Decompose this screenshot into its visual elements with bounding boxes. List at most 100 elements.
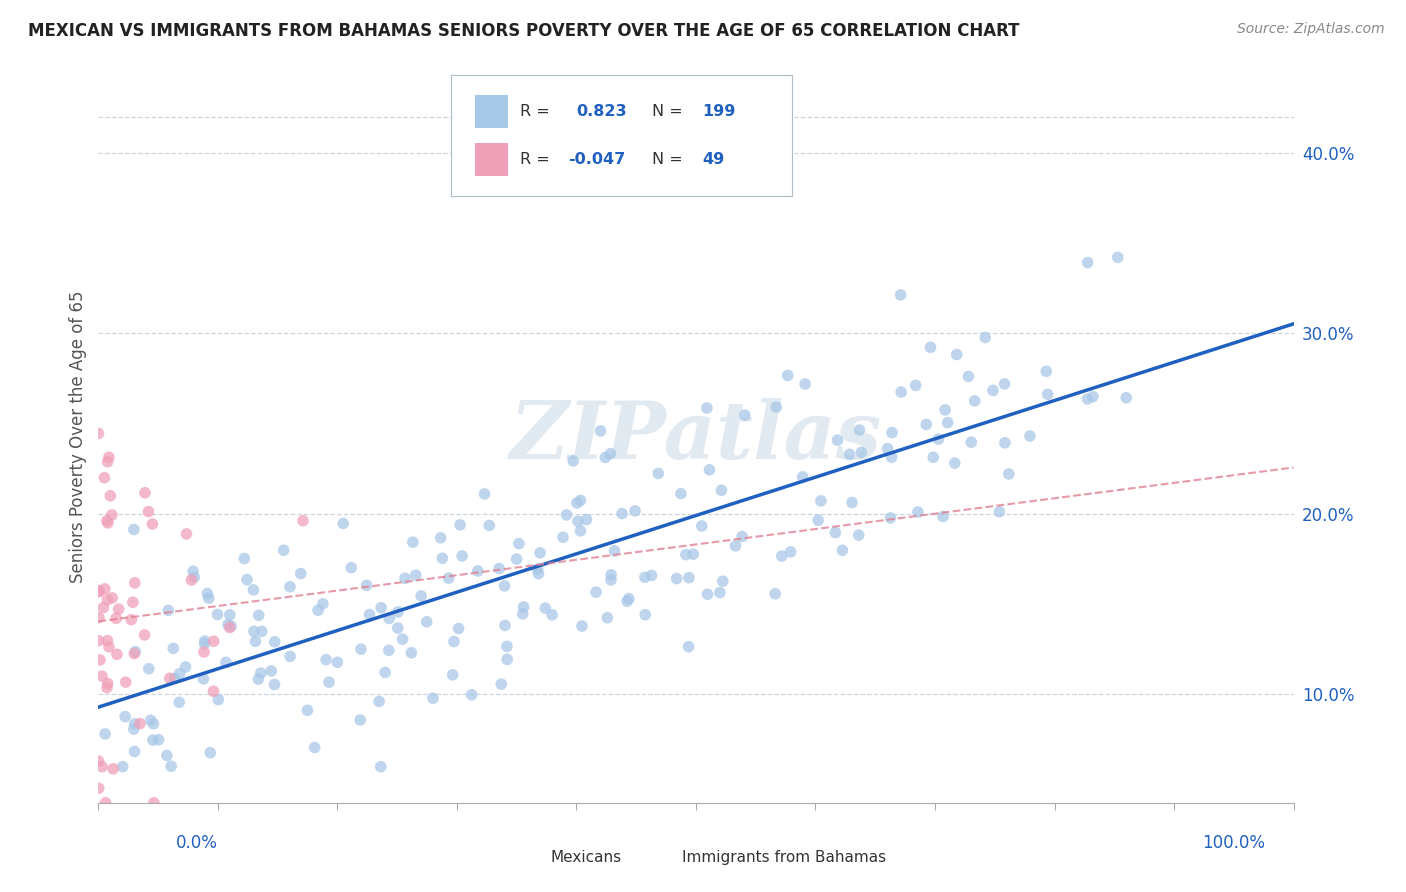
Point <box>278 649 301 664</box>
Point <box>243 624 266 639</box>
Point <box>551 530 574 544</box>
Text: Immigrants from Bahamas: Immigrants from Bahamas <box>682 850 886 865</box>
Point <box>915 417 938 432</box>
Point <box>451 549 474 563</box>
Point <box>562 454 585 468</box>
Text: 199: 199 <box>702 104 735 120</box>
Point <box>494 579 516 593</box>
Point <box>139 713 162 727</box>
Point <box>356 578 378 592</box>
Point <box>1081 390 1104 404</box>
Point <box>943 456 966 470</box>
Point <box>841 495 863 509</box>
Point <box>101 591 124 605</box>
FancyBboxPatch shape <box>451 75 792 195</box>
Point <box>107 602 129 616</box>
FancyBboxPatch shape <box>517 847 543 870</box>
Point <box>496 640 519 654</box>
Point <box>411 589 433 603</box>
Point <box>96 633 118 648</box>
Point <box>934 403 956 417</box>
Point <box>981 384 1004 398</box>
FancyBboxPatch shape <box>648 847 675 870</box>
Text: Source: ZipAtlas.com: Source: ZipAtlas.com <box>1237 22 1385 37</box>
Point <box>1107 251 1129 265</box>
Point <box>87 584 110 599</box>
Point <box>1019 429 1042 443</box>
Point <box>792 470 814 484</box>
Point <box>945 347 967 361</box>
Point <box>443 634 465 648</box>
Point <box>709 585 731 599</box>
Point <box>159 671 181 685</box>
Point <box>97 455 120 469</box>
Point <box>391 632 413 646</box>
Point <box>162 641 184 656</box>
Point <box>936 416 959 430</box>
Point <box>87 754 110 768</box>
Point <box>690 519 713 533</box>
Point <box>97 516 120 530</box>
Point <box>96 514 118 528</box>
Point <box>422 691 444 706</box>
Point <box>148 732 170 747</box>
Point <box>394 571 416 585</box>
Text: R =: R = <box>520 152 550 167</box>
Point <box>851 445 873 459</box>
Point <box>359 607 381 622</box>
FancyBboxPatch shape <box>475 143 509 176</box>
Point <box>160 759 183 773</box>
Point <box>202 634 225 648</box>
Point <box>114 709 136 723</box>
Point <box>571 619 593 633</box>
Point <box>880 450 903 465</box>
Point <box>200 746 222 760</box>
Point <box>96 681 118 695</box>
Point <box>527 566 550 581</box>
Point <box>794 376 817 391</box>
Point <box>600 567 623 582</box>
Point <box>111 760 134 774</box>
Point <box>920 340 942 354</box>
Point <box>101 508 124 522</box>
Point <box>634 607 657 622</box>
Point <box>218 620 240 634</box>
Point <box>624 504 647 518</box>
Point <box>555 508 578 522</box>
Point <box>156 748 179 763</box>
Point <box>963 393 986 408</box>
Point <box>879 511 901 525</box>
Point <box>124 575 146 590</box>
Point <box>138 662 160 676</box>
Point <box>181 564 204 578</box>
Point <box>827 433 849 447</box>
Point <box>87 426 110 441</box>
Text: 49: 49 <box>702 152 724 167</box>
Point <box>340 560 363 574</box>
Point <box>595 450 617 465</box>
Point <box>541 607 564 622</box>
Point <box>441 668 464 682</box>
Point <box>610 507 633 521</box>
Point <box>932 509 955 524</box>
Point <box>710 483 733 498</box>
Point <box>290 566 312 581</box>
Point <box>596 611 619 625</box>
Text: R =: R = <box>520 104 550 120</box>
Point <box>765 400 787 414</box>
Point <box>207 607 229 622</box>
Point <box>176 527 198 541</box>
Point <box>263 635 285 649</box>
Point <box>890 288 912 302</box>
Point <box>218 607 240 622</box>
Point <box>600 573 623 587</box>
Point <box>640 568 662 582</box>
Point <box>315 652 337 666</box>
Point <box>848 423 870 437</box>
Point <box>460 688 482 702</box>
Point <box>94 796 117 810</box>
Point <box>304 740 326 755</box>
Point <box>193 645 215 659</box>
Point <box>122 523 145 537</box>
Point <box>157 603 180 617</box>
